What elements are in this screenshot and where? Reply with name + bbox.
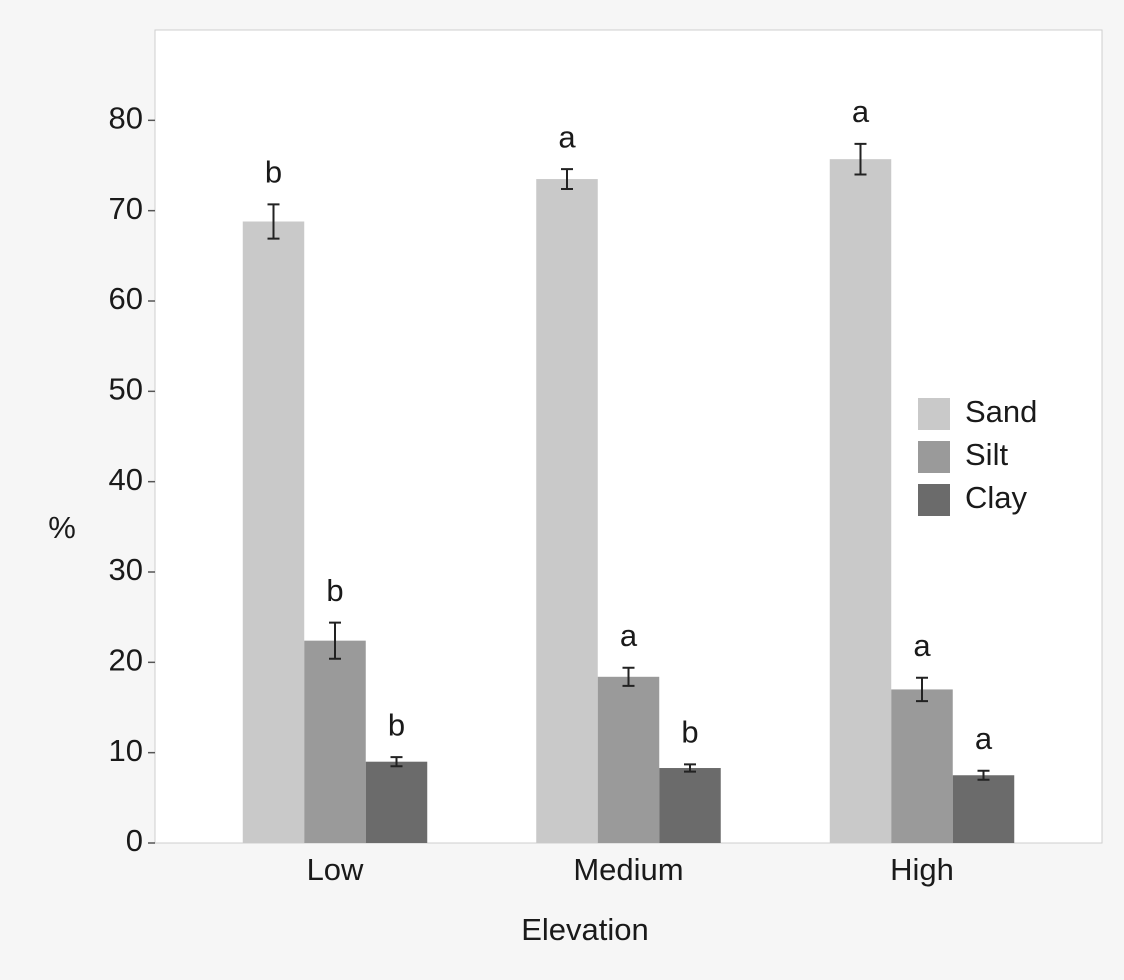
y-tick-label: 20: [109, 643, 143, 678]
legend-swatch: [918, 441, 950, 473]
significance-letter: b: [681, 715, 698, 750]
y-tick-label: 80: [109, 101, 143, 136]
x-tick-label: Low: [307, 852, 364, 887]
error-bar: [854, 142, 867, 176]
legend-label: Silt: [965, 437, 1008, 472]
x-tick-label: Medium: [573, 852, 683, 887]
significance-letter: a: [620, 618, 638, 653]
y-tick-label: 40: [109, 462, 143, 497]
bar: [597, 676, 660, 843]
y-tick-label: 50: [109, 372, 143, 407]
significance-letter: b: [265, 155, 282, 190]
significance-letter: b: [388, 707, 405, 742]
significance-letter: a: [913, 628, 931, 663]
significance-letter: a: [852, 94, 870, 129]
bar: [829, 159, 892, 844]
y-tick-label: 30: [109, 552, 143, 587]
x-tick-label: High: [890, 852, 954, 887]
bar: [536, 179, 598, 844]
bar: [242, 221, 305, 844]
bar: [659, 768, 721, 843]
legend-label: Clay: [965, 480, 1028, 515]
bar: [891, 689, 953, 843]
y-tick-label: 0: [126, 823, 143, 858]
error-bar: [267, 203, 280, 240]
error-bar: [684, 763, 696, 773]
legend-swatch: [918, 398, 950, 430]
bar: [304, 640, 366, 843]
x-axis-label: Elevation: [521, 912, 649, 947]
error-bar: [561, 168, 573, 190]
error-bar: [390, 756, 403, 768]
legend-swatch: [918, 484, 950, 516]
error-bar: [916, 676, 928, 703]
legend-label: Sand: [965, 394, 1037, 429]
significance-letter: a: [558, 119, 576, 154]
error-bar: [622, 666, 635, 687]
error-bar: [977, 769, 990, 781]
bar: [952, 775, 1015, 843]
significance-letter: a: [975, 721, 993, 756]
y-tick-label: 10: [109, 733, 143, 768]
significance-letter: b: [326, 573, 343, 608]
y-tick-label: 60: [109, 281, 143, 316]
y-tick-label: 70: [109, 191, 143, 226]
error-bar: [329, 621, 341, 660]
bar: [365, 761, 428, 843]
y-axis-label: %: [48, 510, 76, 545]
